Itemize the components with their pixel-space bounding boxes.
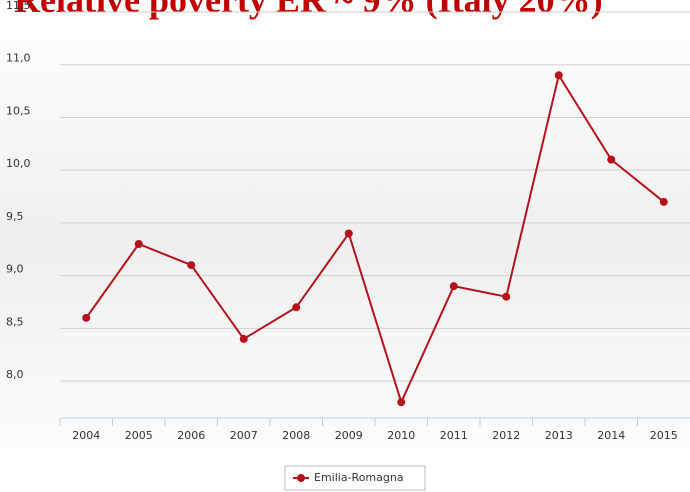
y-tick-label: 9,5 bbox=[6, 210, 24, 223]
point bbox=[502, 292, 511, 301]
point bbox=[82, 313, 91, 322]
y-tick-label: 11,0 bbox=[6, 52, 31, 65]
y-tick-label: 11,5 bbox=[6, 0, 31, 12]
point bbox=[607, 155, 616, 164]
x-tick-label: 2015 bbox=[650, 429, 678, 442]
point bbox=[239, 334, 248, 343]
x-tick-label: 2004 bbox=[72, 429, 100, 442]
x-tick-label: 2009 bbox=[335, 429, 363, 442]
x-tick-label: 2005 bbox=[125, 429, 153, 442]
y-tick-label: 9,0 bbox=[6, 263, 24, 276]
x-tick-label: 2012 bbox=[492, 429, 520, 442]
x-tick-label: 2014 bbox=[597, 429, 625, 442]
point bbox=[134, 240, 143, 248]
point bbox=[187, 261, 196, 270]
point bbox=[344, 229, 353, 238]
y-tick-label: 10,5 bbox=[6, 104, 31, 117]
chart-title: Relative poverty ER ~ 9% (Italy 20%) bbox=[14, 0, 603, 20]
point bbox=[554, 71, 563, 80]
y-tick-label: 8,5 bbox=[6, 315, 24, 328]
point bbox=[659, 197, 668, 206]
legend-label: Emilia-Romagna bbox=[314, 471, 404, 484]
x-tick-label: 2007 bbox=[230, 429, 258, 442]
point bbox=[449, 282, 458, 291]
y-tick-label: 10,0 bbox=[6, 157, 31, 170]
x-tick-label: 2008 bbox=[282, 429, 310, 442]
legend-marker bbox=[297, 474, 305, 482]
x-tick-label: 2010 bbox=[387, 429, 415, 442]
point bbox=[292, 303, 301, 312]
line bbox=[85, 72, 665, 405]
x-tick-label: 2011 bbox=[440, 429, 468, 442]
x-tick-label: 2006 bbox=[177, 429, 205, 442]
point bbox=[397, 398, 406, 407]
y-tick-label: 8,0 bbox=[6, 368, 24, 381]
x-tick-label: 2013 bbox=[545, 429, 573, 442]
